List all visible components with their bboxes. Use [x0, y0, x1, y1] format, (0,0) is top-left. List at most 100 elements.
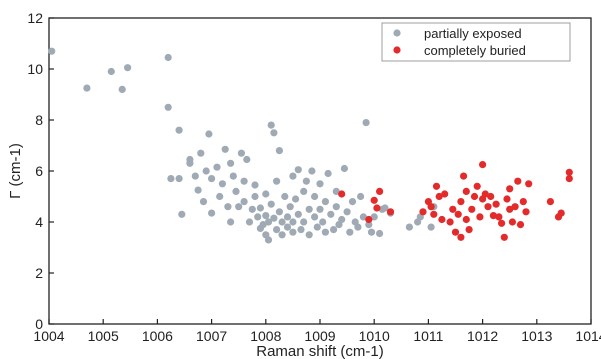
- partially-exposed-point: [427, 223, 435, 231]
- partially-exposed-point: [300, 218, 308, 226]
- legend-marker-partially-exposed: [393, 29, 401, 37]
- completely-buried-point: [557, 209, 565, 217]
- completely-buried-point: [503, 195, 511, 203]
- partially-exposed-point: [308, 167, 316, 175]
- partially-exposed-point: [340, 164, 348, 173]
- completely-buried-point: [468, 205, 476, 213]
- legend-box: [381, 22, 571, 62]
- partially-exposed-point: [338, 215, 346, 224]
- legend: partially exposed completely buried: [381, 22, 571, 62]
- partially-exposed-point: [175, 126, 183, 134]
- partially-exposed-point: [264, 236, 273, 244]
- completely-buried-point: [565, 168, 573, 176]
- completely-buried-point: [487, 192, 495, 201]
- partially-exposed-point: [311, 213, 319, 221]
- partially-exposed-point: [251, 192, 259, 201]
- partially-exposed-point: [205, 130, 213, 138]
- partially-exposed-point: [305, 205, 313, 213]
- partially-exposed-point: [229, 172, 237, 180]
- partially-exposed-point: [218, 180, 226, 188]
- completely-buried-point: [460, 172, 468, 180]
- partially-exposed-point: [232, 187, 240, 195]
- partially-exposed-point: [224, 203, 232, 211]
- completely-buried-point: [506, 185, 514, 193]
- completely-buried-point: [546, 198, 555, 206]
- partially-exposed-point: [273, 226, 281, 234]
- partially-exposed-point: [256, 204, 264, 212]
- partially-exposed-point: [107, 67, 115, 76]
- legend-marker-completely-buried: [393, 46, 401, 54]
- partially-exposed-point: [357, 192, 365, 201]
- partially-exposed-point: [124, 64, 132, 72]
- completely-buried-point: [430, 210, 438, 218]
- x-tick-label: 1005: [88, 328, 119, 344]
- completely-buried-point: [522, 208, 530, 216]
- partially-exposed-point: [381, 204, 389, 212]
- completely-buried-point: [484, 203, 492, 211]
- partially-exposed-point: [243, 155, 251, 164]
- completely-buried-point: [514, 177, 522, 185]
- x-tick-label: 1012: [467, 328, 498, 344]
- completely-buried-point: [457, 198, 465, 206]
- partially-exposed-point: [245, 218, 254, 226]
- completely-buried-point: [511, 203, 519, 211]
- y-tick-label: 2: [35, 265, 43, 281]
- partially-exposed-point: [118, 85, 126, 93]
- partially-exposed-point: [216, 192, 224, 201]
- partially-exposed-point: [227, 159, 235, 167]
- completely-buried-point: [479, 161, 487, 169]
- completely-buried-point: [470, 192, 479, 201]
- completely-buried-point: [525, 180, 533, 188]
- legend-label-partially-exposed: partially exposed: [424, 26, 522, 41]
- x-tick-label: 1013: [521, 328, 552, 344]
- partially-exposed-point: [164, 103, 172, 111]
- partially-exposed-point: [264, 218, 273, 226]
- data-points: [48, 47, 573, 244]
- y-tick-label: 8: [35, 112, 43, 128]
- partially-exposed-point: [208, 175, 216, 183]
- partially-exposed-point: [370, 213, 378, 221]
- y-axis-title: Γ (cm-1): [7, 143, 24, 199]
- partially-exposed-point: [332, 187, 340, 195]
- completely-buried-point: [432, 182, 441, 190]
- x-tick-label: 1008: [250, 328, 281, 344]
- partially-exposed-point: [283, 213, 292, 221]
- plot-frame: [48, 17, 592, 325]
- partially-exposed-point: [275, 208, 283, 216]
- partially-exposed-point: [164, 53, 172, 62]
- partially-exposed-point: [316, 205, 324, 213]
- completely-buried-point: [338, 190, 346, 198]
- partially-exposed-point: [240, 177, 248, 185]
- completely-buried-point: [457, 233, 465, 241]
- y-tick-label: 6: [35, 163, 43, 179]
- partially-exposed-point: [178, 210, 186, 218]
- y-tick-label: 4: [35, 214, 43, 230]
- partially-exposed-point: [330, 226, 338, 234]
- completely-buried-point: [446, 218, 454, 226]
- partially-exposed-point: [365, 221, 373, 229]
- partially-exposed-point: [251, 181, 259, 189]
- partially-exposed-point: [278, 218, 286, 226]
- partially-exposed-point: [376, 229, 384, 238]
- partially-exposed-point: [208, 209, 216, 217]
- partially-exposed-point: [275, 147, 283, 155]
- partially-exposed-point: [324, 169, 332, 178]
- partially-exposed-point: [262, 212, 270, 220]
- partially-exposed-point: [227, 218, 235, 226]
- x-axis-ticks: 1004 1005 1006 1007 1008 1009 1010 1011 1012 1013…: [33, 319, 601, 344]
- completely-buried-point: [495, 213, 503, 221]
- y-axis-ticks: 0 2 4 6 8 10 12: [27, 10, 54, 332]
- x-tick-label: 1007: [196, 328, 227, 344]
- partially-exposed-point: [278, 231, 286, 239]
- partially-exposed-point: [405, 223, 413, 231]
- partially-exposed-point: [294, 166, 302, 174]
- x-tick-label: 1006: [142, 328, 173, 344]
- partially-exposed-point: [321, 228, 329, 236]
- partially-exposed-point: [254, 213, 262, 221]
- completely-buried-point: [508, 218, 516, 226]
- completely-buried-point: [498, 219, 506, 227]
- partially-exposed-point: [235, 203, 243, 211]
- partially-exposed-point: [194, 186, 202, 194]
- partially-exposed-point: [367, 228, 376, 236]
